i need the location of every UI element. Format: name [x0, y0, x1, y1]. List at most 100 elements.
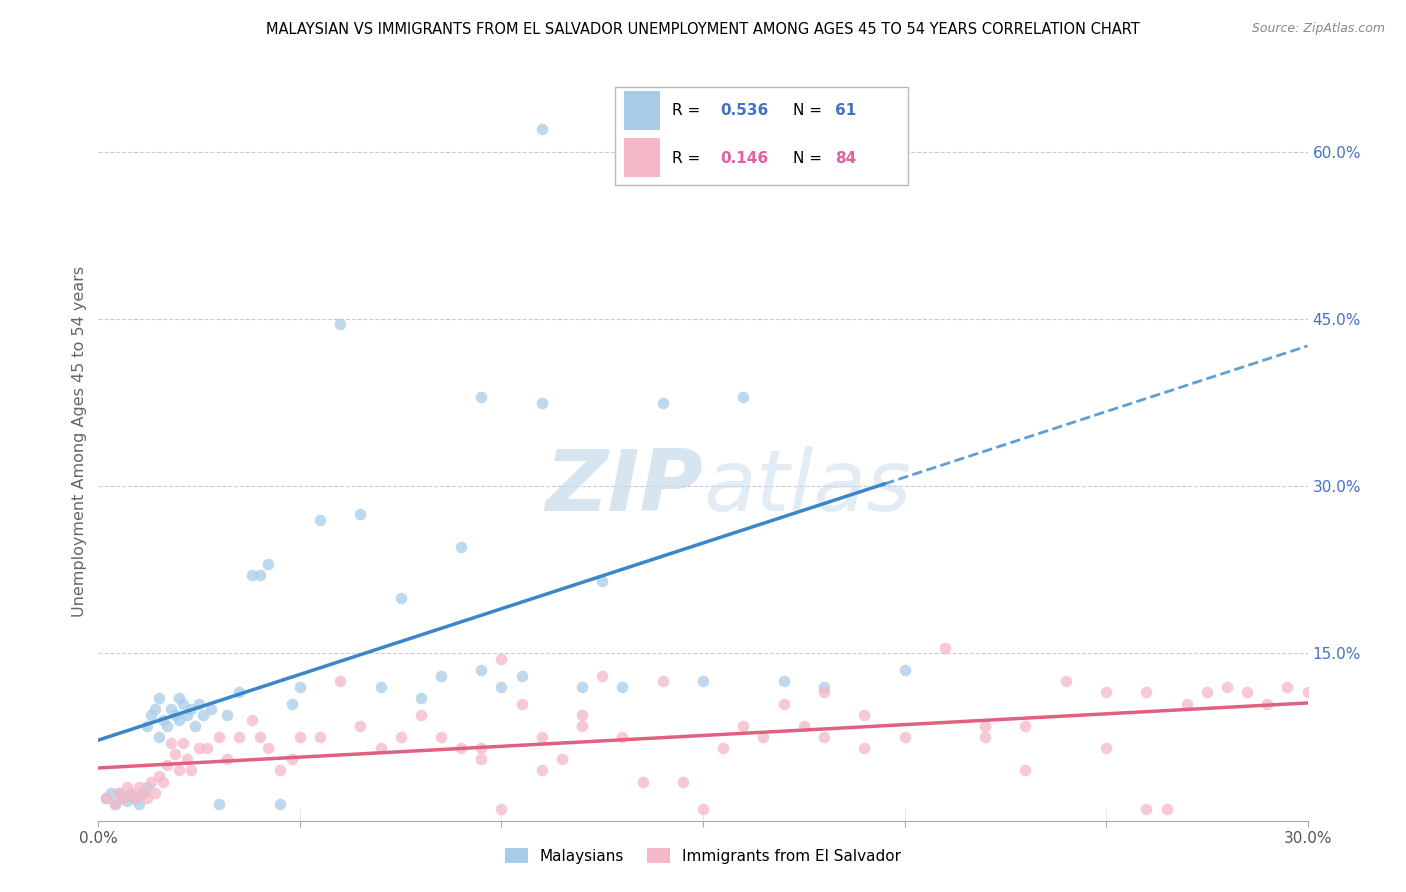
Point	[100, 786, 122, 800]
Text: 0.536: 0.536	[720, 103, 769, 118]
Point	[672, 774, 695, 789]
Point	[450, 741, 472, 756]
Text: 61: 61	[835, 103, 856, 118]
Point	[135, 791, 157, 805]
Text: Source: ZipAtlas.com: Source: ZipAtlas.com	[1251, 22, 1385, 36]
Point	[208, 797, 231, 811]
Point	[349, 507, 371, 521]
Text: R =: R =	[672, 151, 706, 166]
Point	[893, 663, 915, 677]
Point	[1296, 685, 1319, 699]
Point	[329, 318, 352, 332]
Point	[733, 719, 755, 733]
Point	[128, 780, 150, 795]
Point	[1256, 697, 1278, 711]
Point	[288, 730, 311, 744]
Point	[120, 786, 142, 800]
Point	[813, 685, 835, 699]
Point	[240, 568, 263, 582]
Point	[124, 791, 146, 805]
Point	[96, 791, 118, 805]
Point	[309, 730, 332, 744]
Point	[349, 719, 371, 733]
Point	[491, 803, 513, 817]
Text: N =: N =	[793, 151, 827, 166]
Point	[1156, 803, 1178, 817]
Point	[1175, 697, 1198, 711]
Point	[329, 674, 352, 689]
Point	[692, 803, 714, 817]
Point	[115, 780, 138, 795]
Point	[143, 786, 166, 800]
Point	[111, 791, 134, 805]
Point	[120, 789, 142, 804]
Point	[571, 719, 593, 733]
Point	[510, 669, 533, 683]
Point	[591, 574, 613, 588]
Point	[370, 741, 392, 756]
Point	[107, 786, 129, 800]
Point	[128, 797, 150, 811]
Point	[530, 122, 553, 136]
Point	[409, 707, 432, 722]
Point	[813, 680, 835, 694]
Point	[107, 786, 129, 800]
Text: 0.146: 0.146	[720, 151, 769, 166]
Point	[184, 719, 207, 733]
Point	[772, 697, 794, 711]
Point	[143, 702, 166, 716]
Text: R =: R =	[672, 103, 706, 118]
Point	[853, 741, 876, 756]
Point	[450, 541, 472, 555]
Bar	[624, 138, 659, 177]
Point	[256, 557, 278, 572]
Point	[551, 752, 574, 766]
Point	[571, 707, 593, 722]
Point	[269, 797, 291, 811]
Point	[1135, 685, 1157, 699]
Point	[256, 741, 278, 756]
Point	[470, 663, 492, 677]
Point	[124, 791, 146, 805]
Point	[148, 730, 170, 744]
Point	[208, 730, 231, 744]
Bar	[624, 91, 659, 130]
Point	[160, 735, 183, 749]
Point	[510, 697, 533, 711]
Y-axis label: Unemployment Among Ages 45 to 54 years: Unemployment Among Ages 45 to 54 years	[72, 266, 87, 617]
Point	[1014, 764, 1036, 778]
Point	[288, 680, 311, 694]
Point	[1277, 680, 1299, 694]
Point	[217, 707, 239, 722]
Point	[172, 735, 194, 749]
Point	[180, 702, 202, 716]
Point	[711, 741, 734, 756]
Point	[132, 786, 155, 800]
Point	[228, 685, 250, 699]
Point	[893, 730, 915, 744]
Point	[188, 697, 211, 711]
Point	[470, 741, 492, 756]
Point	[217, 752, 239, 766]
Point	[163, 747, 186, 761]
Text: MALAYSIAN VS IMMIGRANTS FROM EL SALVADOR UNEMPLOYMENT AMONG AGES 45 TO 54 YEARS : MALAYSIAN VS IMMIGRANTS FROM EL SALVADOR…	[266, 22, 1140, 37]
Point	[591, 669, 613, 683]
Point	[111, 791, 134, 805]
Point	[228, 730, 250, 744]
Point	[1095, 741, 1118, 756]
Point	[793, 719, 815, 733]
Point	[530, 395, 553, 409]
Point	[813, 730, 835, 744]
Point	[188, 741, 211, 756]
Point	[163, 707, 186, 722]
Point	[148, 769, 170, 783]
Point	[491, 680, 513, 694]
Point	[167, 714, 190, 728]
Point	[156, 719, 179, 733]
Point	[772, 674, 794, 689]
Point	[612, 730, 634, 744]
Point	[281, 752, 304, 766]
Point	[1216, 680, 1239, 694]
Point	[103, 797, 125, 811]
Point	[96, 791, 118, 805]
